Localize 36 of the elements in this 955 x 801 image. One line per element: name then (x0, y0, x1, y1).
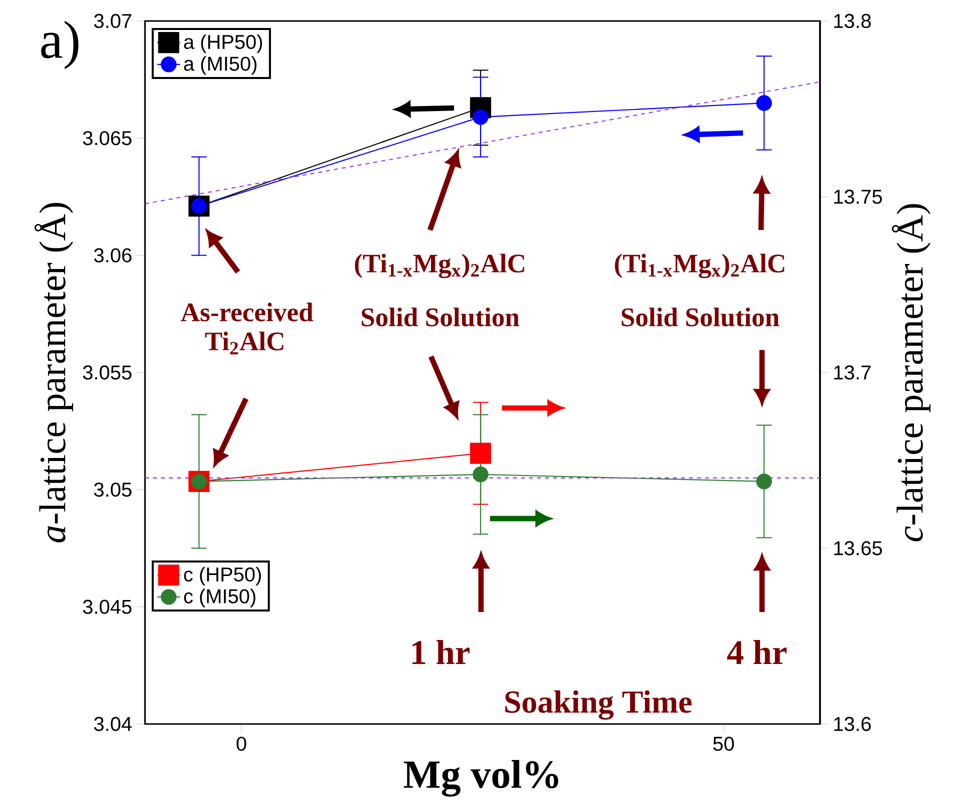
annotation: Solid Solution (622, 308, 780, 326)
legend-label: c (HP50) (184, 566, 261, 586)
annotation: As-received (180, 302, 314, 322)
annotation: Ti$_{2}$AlC (205, 332, 284, 354)
y2-tick-label: 13.75 (834, 190, 882, 204)
y-tick-label: 3.065 (82, 131, 132, 146)
text: a) (41, 20, 78, 70)
annotation: Soaking Time (505, 690, 692, 720)
annotation: Solid Solution (362, 308, 520, 326)
y2-tick-label: 13.65 (834, 541, 882, 556)
legend-label: a (MI50) (184, 56, 256, 75)
y-tick-label: 3.055 (82, 365, 132, 380)
point (470, 442, 492, 464)
x-axis-title: Mg vol% (404, 760, 558, 797)
annotation: 4 hr (727, 640, 787, 664)
x-tick-label: 0 (236, 736, 246, 751)
point (472, 466, 488, 482)
y-tick-label: 3.07 (94, 14, 132, 28)
legend-label: a (HP50) (184, 34, 262, 53)
annotation: (Ti$_{1-x}$Mg$_{x}$)$_{2}$AlC (354, 254, 524, 278)
y2-axis-title: c-lattice parameter (Å) (892, 204, 930, 542)
y-axis-title: a-lattice parameter (Å) (34, 203, 74, 542)
annotation: 1 hr (412, 640, 470, 664)
y-tick-label: 3.04 (94, 716, 132, 732)
y-tick-label: 3.06 (94, 248, 132, 262)
point (756, 474, 772, 490)
annotation: (Ti$_{1-x}$Mg$_{x}$)$_{2}$AlC (614, 254, 784, 278)
y2-tick-label: 13.7 (834, 365, 871, 380)
point (756, 95, 772, 111)
y2-tick-label: 13.8 (834, 14, 871, 28)
y-tick-label: 3.045 (82, 600, 132, 614)
x-tick-label: 50 (713, 736, 734, 751)
point (472, 109, 488, 125)
y-tick-label: 3.05 (94, 482, 132, 497)
y2-tick-label: 13.6 (834, 716, 871, 732)
legend-label: c (MI50) (184, 588, 256, 608)
